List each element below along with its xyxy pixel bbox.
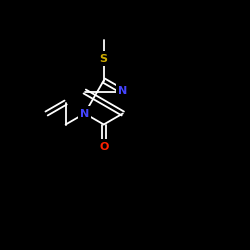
Text: S: S (100, 54, 108, 64)
Text: O: O (99, 142, 108, 152)
Text: N: N (118, 86, 128, 97)
Text: N: N (80, 108, 89, 118)
